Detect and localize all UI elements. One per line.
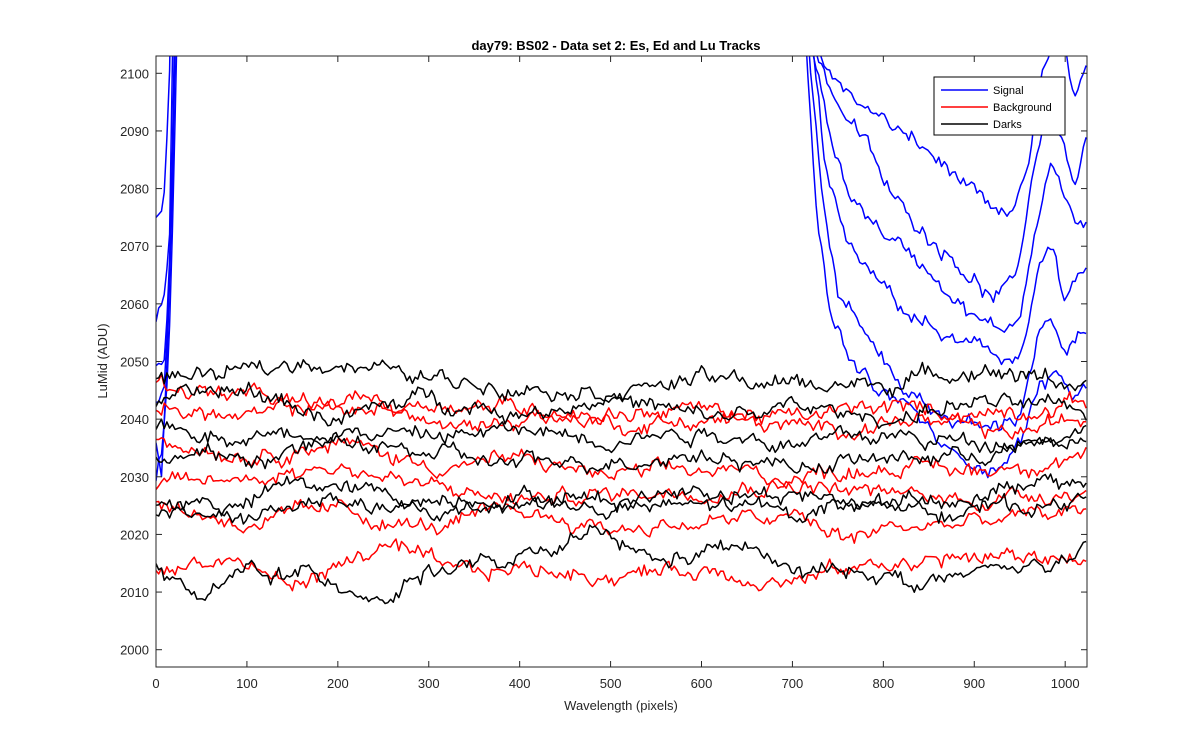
series-line-background-11: [156, 538, 1087, 592]
legend-label-signal: Signal: [993, 85, 1024, 97]
legend-box: [933, 76, 1066, 136]
series-line-signal-3: [156, 56, 1087, 404]
x-tick-label: 900: [963, 676, 985, 691]
y-tick-label: 2040: [120, 412, 149, 427]
series-line-darks-13: [156, 381, 1087, 430]
series-line-signal-1: [156, 56, 1087, 322]
x-tick-label: 1000: [1051, 676, 1080, 691]
y-tick-label: 2020: [120, 527, 149, 542]
series-line-darks-17: [156, 489, 1087, 525]
x-tick-label: 500: [600, 676, 622, 691]
x-tick-label: 700: [782, 676, 804, 691]
axes: 0 100 200 300 400 500 600 700 800 900 1000 2000 2010…: [120, 55, 1088, 691]
x-tick-label: 600: [691, 676, 713, 691]
series-line-background-7: [156, 390, 1087, 441]
series-line-signal-5: [156, 56, 1087, 482]
series-line-signal-2: [156, 56, 1087, 367]
series-line-darks-16: [156, 473, 1087, 517]
series-line-darks-15: [156, 431, 1087, 475]
y-tick-label: 2060: [120, 297, 149, 312]
x-tick-label: 300: [418, 676, 440, 691]
x-tick-label: 400: [509, 676, 531, 691]
plot-area: [156, 56, 1087, 667]
y-axis-label: LuMid (ADU): [95, 323, 110, 398]
series-line-background-10: [156, 498, 1087, 544]
legend-label-darks: Darks: [993, 119, 1022, 131]
y-tick-label: 2090: [120, 124, 149, 139]
series-line-darks-12: [156, 359, 1087, 403]
y-tick-label: 2100: [120, 66, 149, 81]
x-axis-label: Wavelength (pixels): [564, 698, 678, 713]
y-tick-label: 2070: [120, 239, 149, 254]
series-line-darks-14: [156, 418, 1087, 454]
series-line-signal-0: [156, 56, 1087, 218]
x-tick-label: 0: [152, 676, 159, 691]
x-tick-label: 800: [872, 676, 894, 691]
series-line-background-6: [156, 373, 1087, 425]
legend-label-background: Background: [993, 102, 1052, 114]
y-tick-label: 2030: [120, 470, 149, 485]
x-tick-label: 100: [236, 676, 258, 691]
y-tick-label: 2080: [120, 182, 149, 197]
series-line-signal-4: [156, 56, 1087, 478]
series-line-darks-18: [156, 524, 1087, 605]
x-tick-label: 200: [327, 676, 349, 691]
y-tick-label: 2010: [120, 585, 149, 600]
chart-title: day79: BS02 - Data set 2: Es, Ed and Lu …: [471, 38, 760, 53]
y-tick-label: 2050: [120, 355, 149, 370]
legend: Signal Background Darks: [933, 76, 1066, 136]
series-layer: [156, 56, 1087, 605]
y-tick-label: 2000: [120, 643, 149, 658]
